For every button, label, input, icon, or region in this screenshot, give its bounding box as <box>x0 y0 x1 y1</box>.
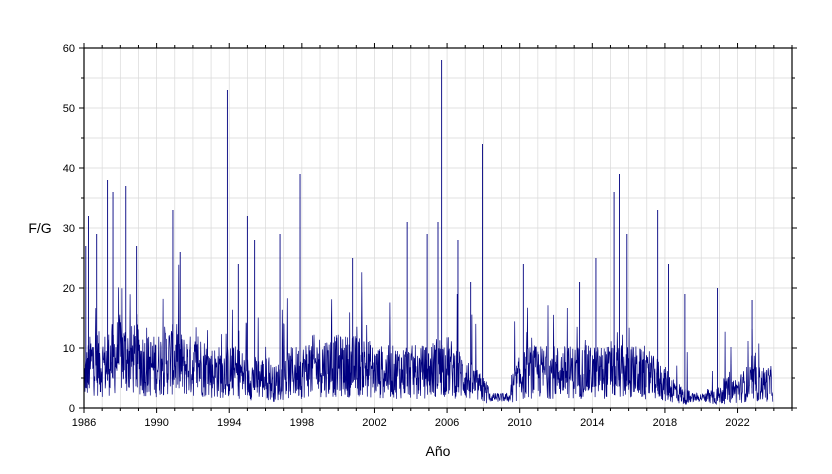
grid-lines <box>83 47 793 409</box>
plot-area <box>83 60 774 405</box>
series-line <box>83 264 774 405</box>
y-tick-label: 60 <box>63 43 75 55</box>
y-tick-label: 0 <box>69 403 75 415</box>
y-tick-label: 20 <box>63 283 75 295</box>
x-tick-label: 2014 <box>580 417 604 429</box>
y-tick-label: 40 <box>63 163 75 175</box>
y-tick-label: 30 <box>63 223 75 235</box>
x-axis-label: Año <box>426 443 451 459</box>
x-tick-label: 1990 <box>144 417 168 429</box>
x-tick-label: 2022 <box>725 417 749 429</box>
x-tick-label: 2002 <box>362 417 386 429</box>
y-tick-label: 10 <box>63 343 75 355</box>
x-tick-label: 1998 <box>290 417 314 429</box>
x-tick-label: 2006 <box>435 417 459 429</box>
y-tick-label: 50 <box>63 103 75 115</box>
x-tick-label: 2018 <box>653 417 677 429</box>
y-axis-label: F/G <box>28 220 51 236</box>
x-tick-label: 1994 <box>217 417 241 429</box>
x-tick-label: 2010 <box>507 417 531 429</box>
x-tick-label: 1986 <box>72 417 96 429</box>
axes: 1986 1990 1994 1998 2002 2006 2010 2014 2018 2022… <box>63 43 797 429</box>
